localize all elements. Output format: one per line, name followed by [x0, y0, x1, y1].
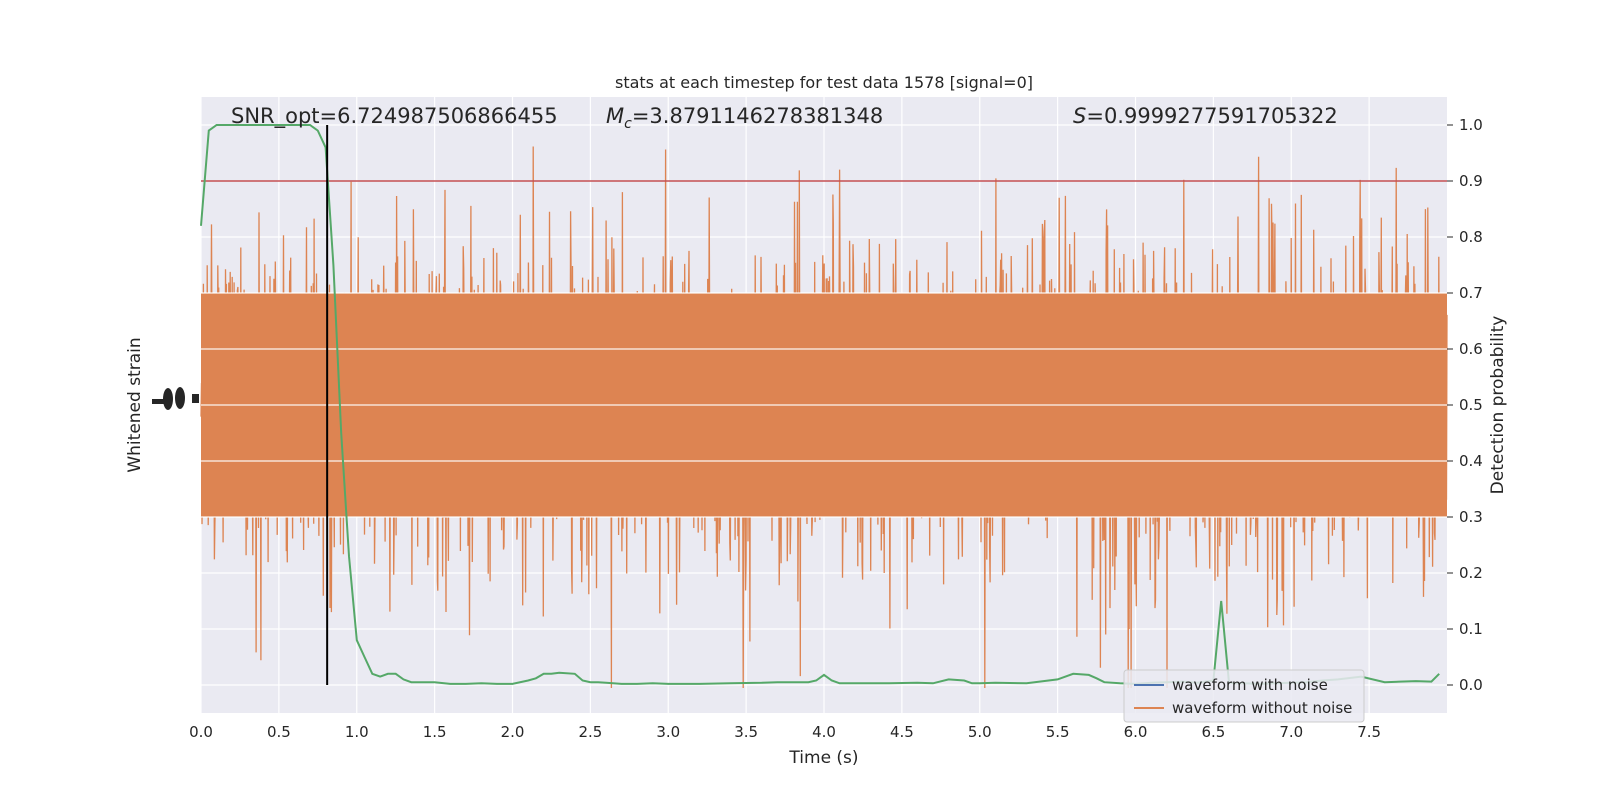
detection-probability-line [200, 124, 1440, 685]
legend-label-with-noise: waveform with noise [1172, 676, 1328, 694]
x-tick-label-1: 0.5 [267, 723, 291, 741]
left-axis-label: Whitened strain [125, 337, 145, 472]
x-axis-label: Time (s) [788, 748, 858, 768]
y-tick-label-10: 1.0 [1459, 116, 1483, 134]
x-axis-ticks: 0.0 0.5 1.0 1.5 2.0 2.5 3.0 3.5 4.0 4.5 5.0 5.5 6.0 6… [189, 723, 1381, 741]
x-tick-label-3: 1.5 [423, 723, 447, 741]
y-tick-label-3: 0.3 [1459, 508, 1483, 526]
x-tick-label-6: 3.0 [656, 723, 680, 741]
x-tick-label-0: 0.0 [189, 723, 213, 741]
y-tick-label-6: 0.6 [1459, 340, 1483, 358]
y-tick-label-0: 0.0 [1459, 676, 1483, 694]
x-tick-label-14: 7.0 [1279, 723, 1303, 741]
chirp-mass-symbol: M [606, 104, 624, 128]
y-tick-label-9: 0.9 [1459, 172, 1483, 190]
y-tick-label-5: 0.5 [1459, 396, 1483, 414]
legend-label-without-noise: waveform without noise [1172, 699, 1352, 717]
x-tick-label-11: 5.5 [1046, 723, 1070, 741]
chirp-mass-value: =3.8791146278381348 [632, 104, 883, 128]
y-tick-label-4: 0.4 [1459, 452, 1483, 470]
y-tick-label-7: 0.7 [1459, 284, 1483, 302]
x-tick-label-5: 2.5 [578, 723, 602, 741]
x-tick-label-2: 1.0 [345, 723, 369, 741]
x-tick-label-13: 6.5 [1201, 723, 1225, 741]
y-tick-label-2: 0.2 [1459, 564, 1483, 582]
right-axis-label: Detection probability [1488, 316, 1508, 495]
score-symbol: S [1073, 104, 1086, 128]
x-tick-label-4: 2.0 [501, 723, 525, 741]
score-annotation: S=0.9999277591705322 [1073, 104, 1338, 128]
x-tick-label-10: 5.0 [968, 723, 992, 741]
x-tick-label-15: 7.5 [1357, 723, 1381, 741]
x-tick-label-12: 6.0 [1124, 723, 1148, 741]
chirp-mass-subscript: c [624, 116, 632, 132]
chirp-mass-annotation: Mc=3.8791146278381348 [606, 104, 883, 132]
snr-annotation: SNR_opt=6.724987506866455 [231, 104, 558, 129]
legend-box [1123, 669, 1365, 723]
left-axis-tick-smudge [152, 387, 199, 410]
x-tick-label-8: 4.0 [812, 723, 836, 741]
right-axis-ticks: 0.0 0.1 0.2 0.3 0.4 0.5 0.6 0.7 0.8 0.9 1.0 [1447, 116, 1483, 694]
chart-title: stats at each timestep for test data 157… [615, 73, 1033, 92]
y-tick-label-1: 0.1 [1459, 620, 1483, 638]
overlay [200, 124, 1447, 685]
legend: waveform with noise waveform without noi… [1123, 669, 1365, 723]
x-tick-label-7: 3.5 [734, 723, 758, 741]
y-tick-label-8: 0.8 [1459, 228, 1483, 246]
score-value: =0.9999277591705322 [1086, 104, 1337, 128]
x-tick-label-9: 4.5 [890, 723, 914, 741]
